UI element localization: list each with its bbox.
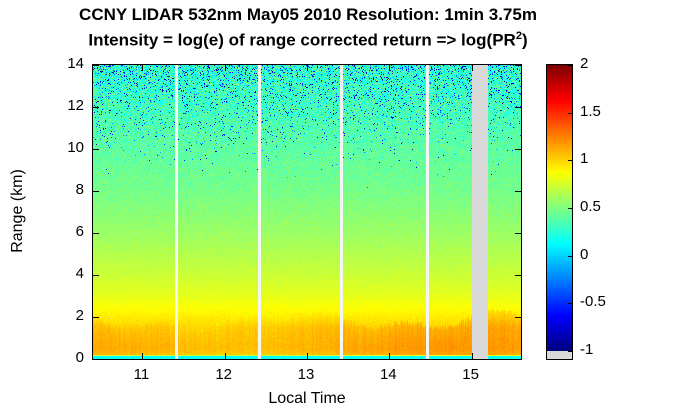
x-tick-label: 14 [379,366,397,383]
chart-title: CCNY LIDAR 532nm May05 2010 Resolution: … [79,5,537,24]
x-tick-label: 13 [297,366,315,383]
colorbar-tick-label: -1 [580,341,594,358]
y-tick-label: 12 [67,97,84,114]
colorbar-tick-label: 2 [580,55,589,72]
x-axis-label: Local Time [268,390,346,407]
x-tick-label: 11 [133,366,150,383]
subtitle-superscript: 2 [515,30,522,42]
x-tick-label: 12 [215,366,233,383]
colorbar-tick-label: 0.5 [580,198,601,215]
colorbar-tick-label: 0 [580,245,589,263]
chart-subtitle: Intensity = log(e) of range corrected re… [0,30,616,51]
y-tick-label: 8 [75,181,84,198]
y-tick-label: 10 [67,139,84,156]
y-tick-label: 0 [75,349,84,366]
y-tick-label: 14 [67,55,84,72]
y-tick-label: 2 [75,307,84,324]
y-axis-label: Range (km) [9,169,26,253]
colorbar-tick-label: -0.5 [580,293,606,311]
colorbar-canvas [546,64,573,360]
colorbar-tick-label: 1.5 [580,102,601,120]
heatmap-canvas [92,64,522,360]
y-tick-label: 6 [75,223,84,240]
subtitle-close-paren: ) [521,30,528,50]
y-tick-label: 4 [75,265,84,282]
x-tick-label: 15 [462,366,479,383]
colorbar-tick-label: 1 [580,150,589,168]
subtitle-text: Intensity = log(e) of range corrected re… [88,30,516,50]
